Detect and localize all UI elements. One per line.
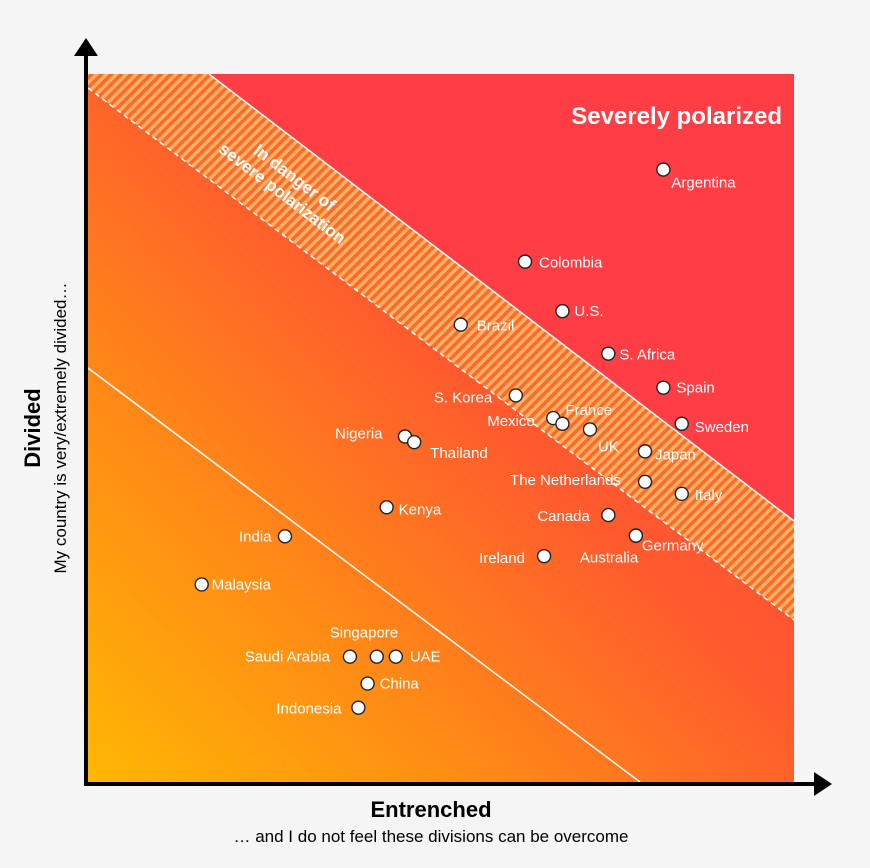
point-label-thailand: Thailand <box>430 445 488 462</box>
point-label-saudi-arabia: Saudi Arabia <box>245 649 331 666</box>
data-point-china <box>360 676 375 691</box>
point-label-uae: UAE <box>410 649 441 666</box>
data-point-japan <box>637 444 653 459</box>
data-point-u-s- <box>555 303 570 319</box>
point-label-sweden: Sweden <box>695 419 749 436</box>
point-label-spain: Spain <box>676 380 714 397</box>
data-point-canada <box>601 507 616 523</box>
data-point-kenya <box>379 500 394 515</box>
point-label-india: India <box>239 528 272 545</box>
danger-boundary-line <box>88 87 794 621</box>
data-point-s-africa <box>601 346 616 361</box>
data-point-spain <box>656 380 671 395</box>
x-axis-subtitle: … and I do not feel these divisions can … <box>233 827 628 846</box>
point-label-s-korea: S. Korea <box>434 389 493 406</box>
y-axis-subtitle: My country is very/extremely divided… <box>51 283 70 574</box>
point-label-germany: Germany <box>642 538 704 555</box>
point-label-the-netherlands: The Netherlands <box>510 472 621 489</box>
point-label-kenya: Kenya <box>399 501 442 518</box>
data-point-singapore <box>369 649 384 664</box>
point-label-australia: Australia <box>580 550 639 567</box>
y-axis-title: Divided <box>20 388 45 467</box>
data-point-indonesia <box>351 700 366 715</box>
point-label-singapore: Singapore <box>330 625 398 642</box>
point-label-china: China <box>380 676 420 693</box>
point-label-ireland: Ireland <box>479 550 525 567</box>
point-label-mexico: Mexico <box>487 413 535 430</box>
data-point-uae <box>388 649 404 664</box>
point-label-italy: Italy <box>695 487 723 504</box>
point-label-france: France <box>565 402 612 419</box>
data-point-malaysia <box>194 577 209 592</box>
data-point-the-netherlands <box>637 474 653 490</box>
point-label-japan: Japan <box>655 446 696 463</box>
data-point-colombia <box>517 254 533 269</box>
data-point-saudi-arabia <box>342 649 358 664</box>
danger-zone-band <box>88 74 794 620</box>
point-label-malaysia: Malaysia <box>212 576 272 593</box>
data-point-argentina <box>656 162 671 177</box>
severe-boundary-line <box>208 74 794 522</box>
point-label-nigeria: Nigeria <box>335 425 383 442</box>
axes <box>84 54 816 786</box>
data-point-sweden <box>674 416 689 431</box>
point-label-indonesia: Indonesia <box>276 701 342 718</box>
data-point-s-korea <box>508 388 524 403</box>
severe-zone-label: Severely polarized <box>571 103 782 130</box>
data-point-ireland <box>536 548 552 564</box>
low-boundary-line <box>88 367 641 782</box>
y-axis-arrow-icon <box>74 38 98 56</box>
x-axis-title: Entrenched <box>370 797 491 822</box>
data-point-italy <box>674 486 689 502</box>
point-label-u-s-: U.S. <box>574 303 603 320</box>
data-point-india <box>277 529 293 544</box>
point-label-s-africa: S. Africa <box>619 347 676 364</box>
x-axis-arrow-icon <box>814 772 832 796</box>
data-point-uk <box>582 422 598 437</box>
data-point-australia <box>628 528 644 543</box>
data-point-brazil <box>453 317 468 332</box>
data-point-france <box>555 416 570 431</box>
data-points: Argentina Colombia U.S. Brazil S. AfricaSpai… <box>194 162 749 718</box>
point-label-brazil: Brazil <box>477 318 515 335</box>
data-point-thailand <box>406 434 422 450</box>
point-label-canada: Canada <box>537 508 590 525</box>
point-label-uk: UK <box>598 438 619 455</box>
point-label-argentina: Argentina <box>671 175 736 192</box>
point-label-colombia: Colombia <box>539 255 603 272</box>
